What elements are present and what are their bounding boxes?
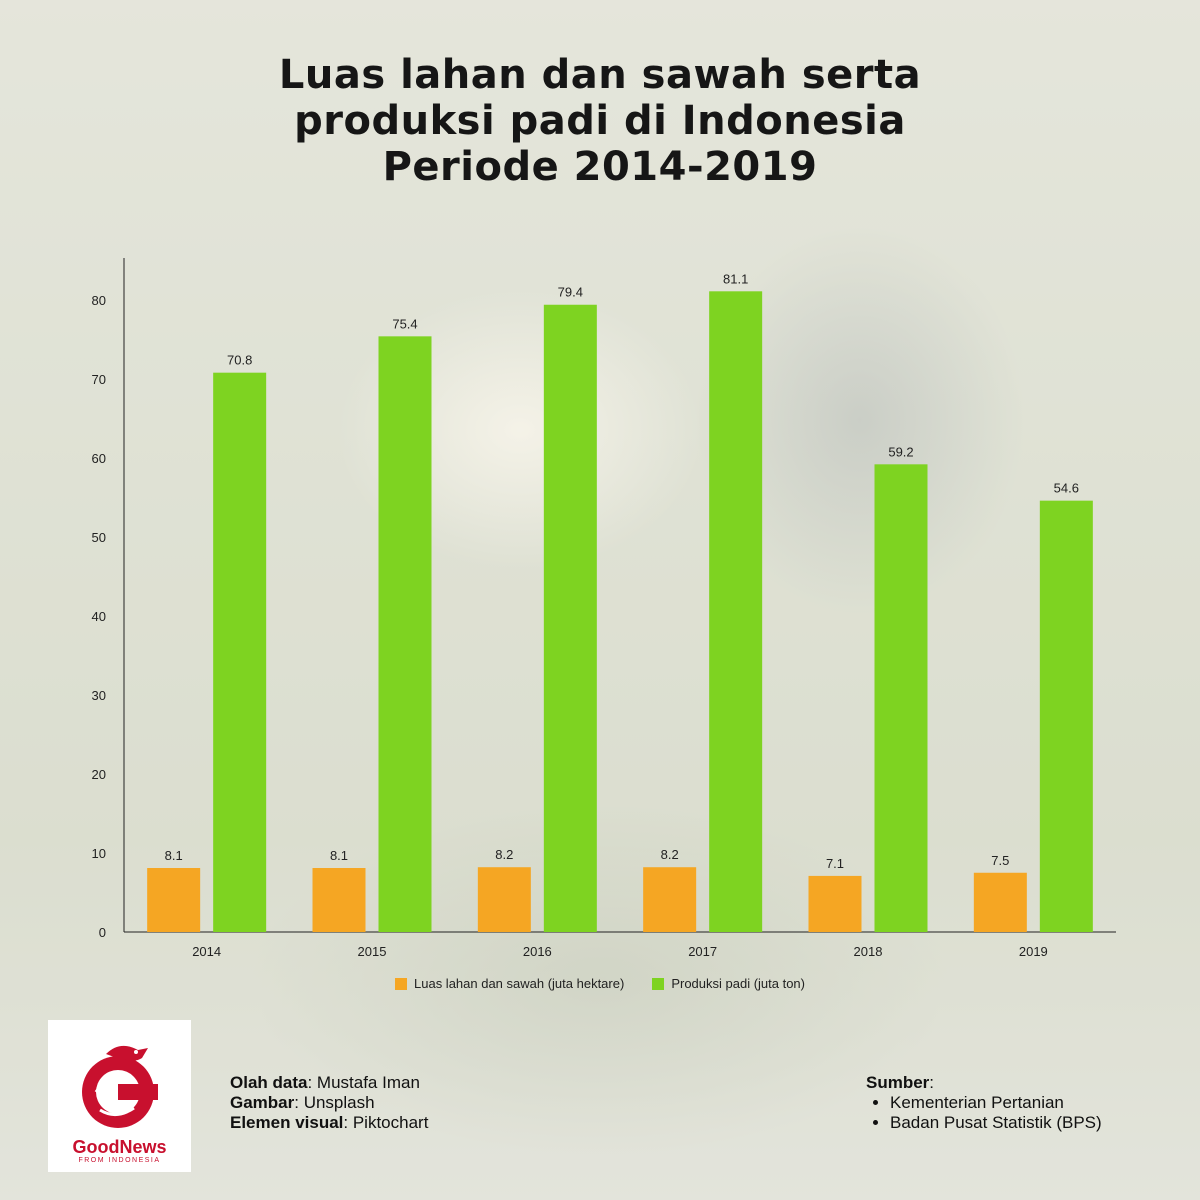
x-tick-label: 2016	[523, 944, 552, 959]
y-tick-label: 40	[92, 609, 106, 624]
data-label: 8.1	[330, 848, 348, 863]
y-tick-label: 20	[92, 767, 106, 782]
sources-heading: Sumber:	[866, 1073, 935, 1092]
y-tick-label: 80	[92, 293, 106, 308]
legend-item-area: Luas lahan dan sawah (juta hektare)	[395, 976, 624, 991]
data-label: 70.8	[227, 353, 252, 368]
garuda-logo-icon	[82, 1045, 158, 1128]
credit-line-image: Gambar: Unsplash	[230, 1093, 375, 1112]
source-item: Kementerian Pertanian	[890, 1093, 1102, 1113]
bar-production	[709, 291, 763, 932]
data-label: 8.1	[165, 848, 183, 863]
y-tick-label: 70	[92, 372, 106, 387]
data-label: 7.5	[991, 853, 1009, 868]
bar-production	[543, 304, 597, 932]
y-tick-label: 50	[92, 530, 106, 545]
data-label: 59.2	[888, 444, 913, 459]
bar-area	[808, 875, 862, 932]
legend-swatch-production	[652, 977, 665, 990]
y-tick-label: 60	[92, 451, 106, 466]
data-label: 75.4	[392, 316, 417, 331]
data-label: 79.4	[558, 285, 583, 300]
data-label: 8.2	[495, 847, 513, 862]
bar-production	[1039, 500, 1093, 932]
bar-production	[874, 464, 928, 932]
bar-area	[643, 867, 697, 932]
logo-tagline: FROM INDONESIA	[78, 1157, 161, 1164]
data-label: 7.1	[826, 856, 844, 871]
bar-production	[213, 372, 267, 932]
x-tick-label: 2019	[1019, 944, 1048, 959]
bar-area	[147, 868, 201, 932]
bar-area	[477, 867, 531, 932]
data-label: 81.1	[723, 271, 748, 286]
y-tick-label: 10	[92, 846, 106, 861]
chart-title: Luas lahan dan sawah serta produksi padi…	[0, 52, 1200, 190]
legend-label-area: Luas lahan dan sawah (juta hektare)	[414, 976, 625, 991]
y-tick-label: 0	[99, 925, 106, 940]
logo-name: GoodNews	[72, 1137, 167, 1157]
chart-legend: Luas lahan dan sawah (juta hektare) Prod…	[0, 976, 1200, 991]
title-line-2: produksi padi di Indonesia	[294, 98, 906, 144]
title-line-1: Luas lahan dan sawah serta	[278, 52, 922, 98]
y-tick-label: 30	[92, 688, 106, 703]
bar-area	[973, 872, 1027, 932]
data-label: 8.2	[661, 847, 679, 862]
credits: Olah data: Mustafa Iman Gambar: Unsplash…	[230, 1073, 428, 1133]
legend-swatch-area	[395, 977, 407, 990]
source-item: Badan Pusat Statistik (BPS)	[890, 1113, 1102, 1133]
bar-area	[312, 868, 366, 932]
title-line-3: Periode 2014-2019	[382, 144, 818, 190]
x-tick-label: 2018	[854, 944, 883, 959]
goodnews-logo: GoodNews FROM INDONESIA	[48, 1020, 191, 1172]
credit-line-visual: Elemen visual: Piktochart	[230, 1113, 429, 1132]
x-tick-label: 2014	[192, 944, 221, 959]
sources: Sumber: Kementerian Pertanian Badan Pusa…	[866, 1073, 1102, 1133]
x-tick-label: 2017	[688, 944, 717, 959]
legend-label-production: Produksi padi (juta ton)	[671, 976, 805, 991]
legend-item-production: Produksi padi (juta ton)	[652, 976, 805, 991]
x-tick-label: 2015	[358, 944, 387, 959]
sources-list: Kementerian Pertanian Badan Pusat Statis…	[866, 1093, 1102, 1133]
credit-line-data: Olah data: Mustafa Iman	[230, 1073, 420, 1092]
data-label: 54.6	[1054, 481, 1079, 496]
bar-production	[378, 336, 432, 933]
